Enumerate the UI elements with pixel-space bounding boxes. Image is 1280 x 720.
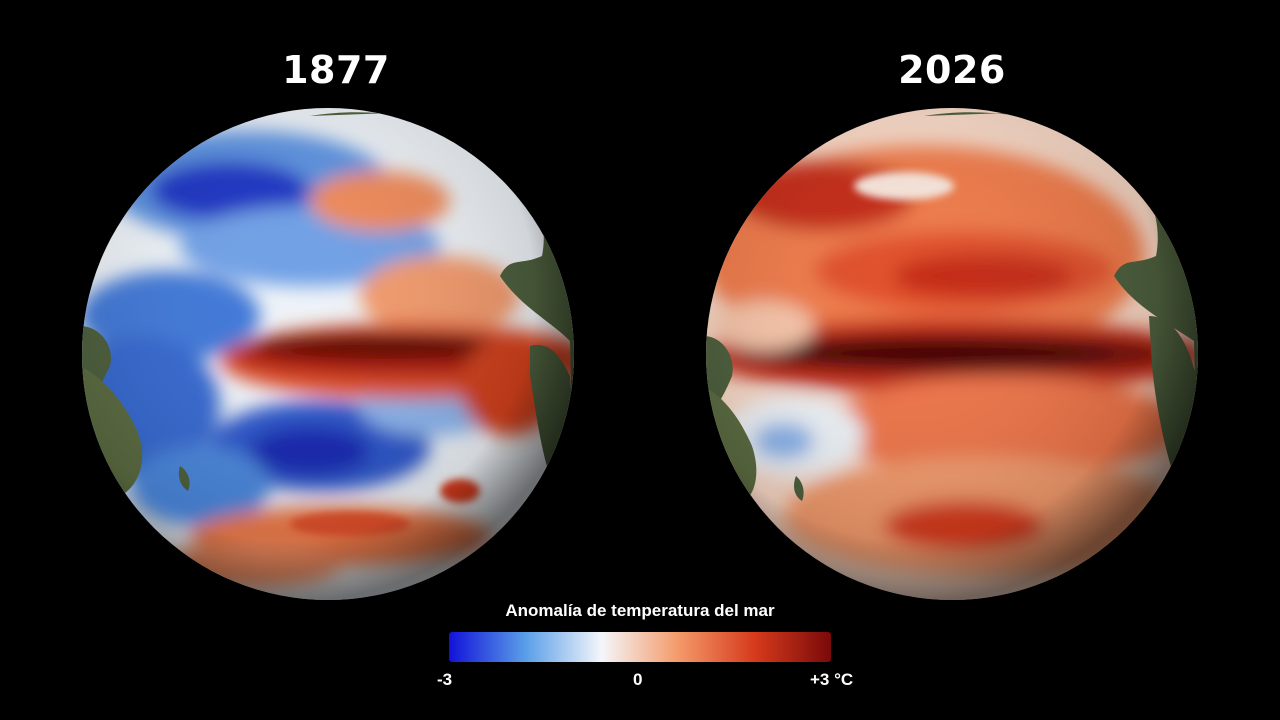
legend-tick-zero: 0	[633, 670, 643, 689]
legend-tick-max: +3 °C	[810, 670, 854, 689]
globe-1877	[82, 108, 574, 600]
globe-2026	[706, 108, 1198, 600]
globe-title-2026: 2026	[898, 48, 1006, 92]
legend-title: Anomalía de temperatura del mar	[505, 601, 775, 620]
legend-tick-min: -3	[437, 670, 453, 689]
globe-title-1877: 1877	[282, 48, 390, 92]
color-scale-bar	[449, 632, 831, 662]
